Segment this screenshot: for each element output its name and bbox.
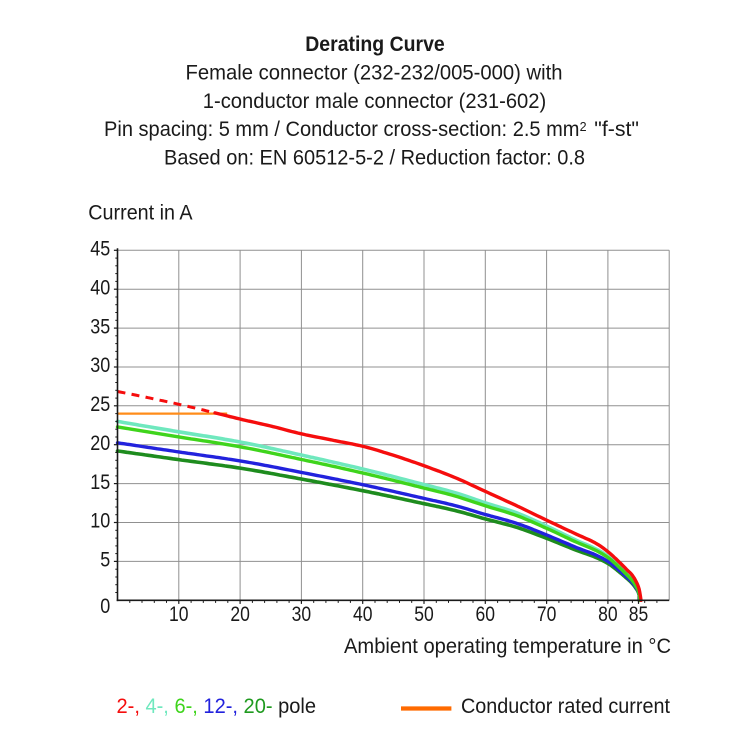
svg-text:Based on: EN 60512-5-2 / Reduc: Based on: EN 60512-5-2 / Reduction facto… [164, 146, 585, 169]
svg-text:40: 40 [353, 603, 373, 626]
svg-text:70: 70 [537, 603, 557, 626]
svg-text:60: 60 [476, 603, 496, 626]
svg-text:2: 2 [580, 120, 587, 134]
svg-text:20: 20 [230, 603, 250, 626]
svg-text:"f-st": "f-st" [594, 118, 639, 141]
svg-text:45: 45 [90, 237, 110, 260]
svg-text:5: 5 [100, 549, 110, 572]
svg-text:10: 10 [169, 603, 189, 626]
svg-text:Conductor rated current: Conductor rated current [461, 695, 670, 718]
svg-text:Ambient operating temperature: Ambient operating temperature in °C [344, 635, 671, 658]
svg-text:Derating Curve: Derating Curve [305, 33, 445, 56]
svg-text:35: 35 [90, 315, 110, 338]
svg-text:40: 40 [90, 276, 110, 299]
svg-text:2-, 4-, 6-, 12-, 20- pole: 2-, 4-, 6-, 12-, 20- pole [117, 695, 317, 718]
svg-text:1-conductor male connector (23: 1-conductor male connector (231-602) [203, 90, 547, 113]
svg-text:25: 25 [90, 393, 110, 416]
svg-text:Pin spacing: 5 mm / Conductor: Pin spacing: 5 mm / Conductor cross-sect… [104, 118, 580, 141]
svg-text:10: 10 [90, 510, 110, 533]
svg-text:Female connector (232-232/005-: Female connector (232-232/005-000) with [186, 61, 563, 84]
svg-text:30: 30 [292, 603, 312, 626]
svg-text:Current in A: Current in A [88, 202, 192, 225]
svg-text:30: 30 [90, 354, 110, 377]
svg-text:80: 80 [598, 603, 618, 626]
svg-text:0: 0 [100, 595, 110, 618]
svg-text:15: 15 [90, 471, 110, 494]
svg-text:20: 20 [90, 432, 110, 455]
svg-text:85: 85 [629, 603, 649, 626]
svg-text:50: 50 [414, 603, 434, 626]
